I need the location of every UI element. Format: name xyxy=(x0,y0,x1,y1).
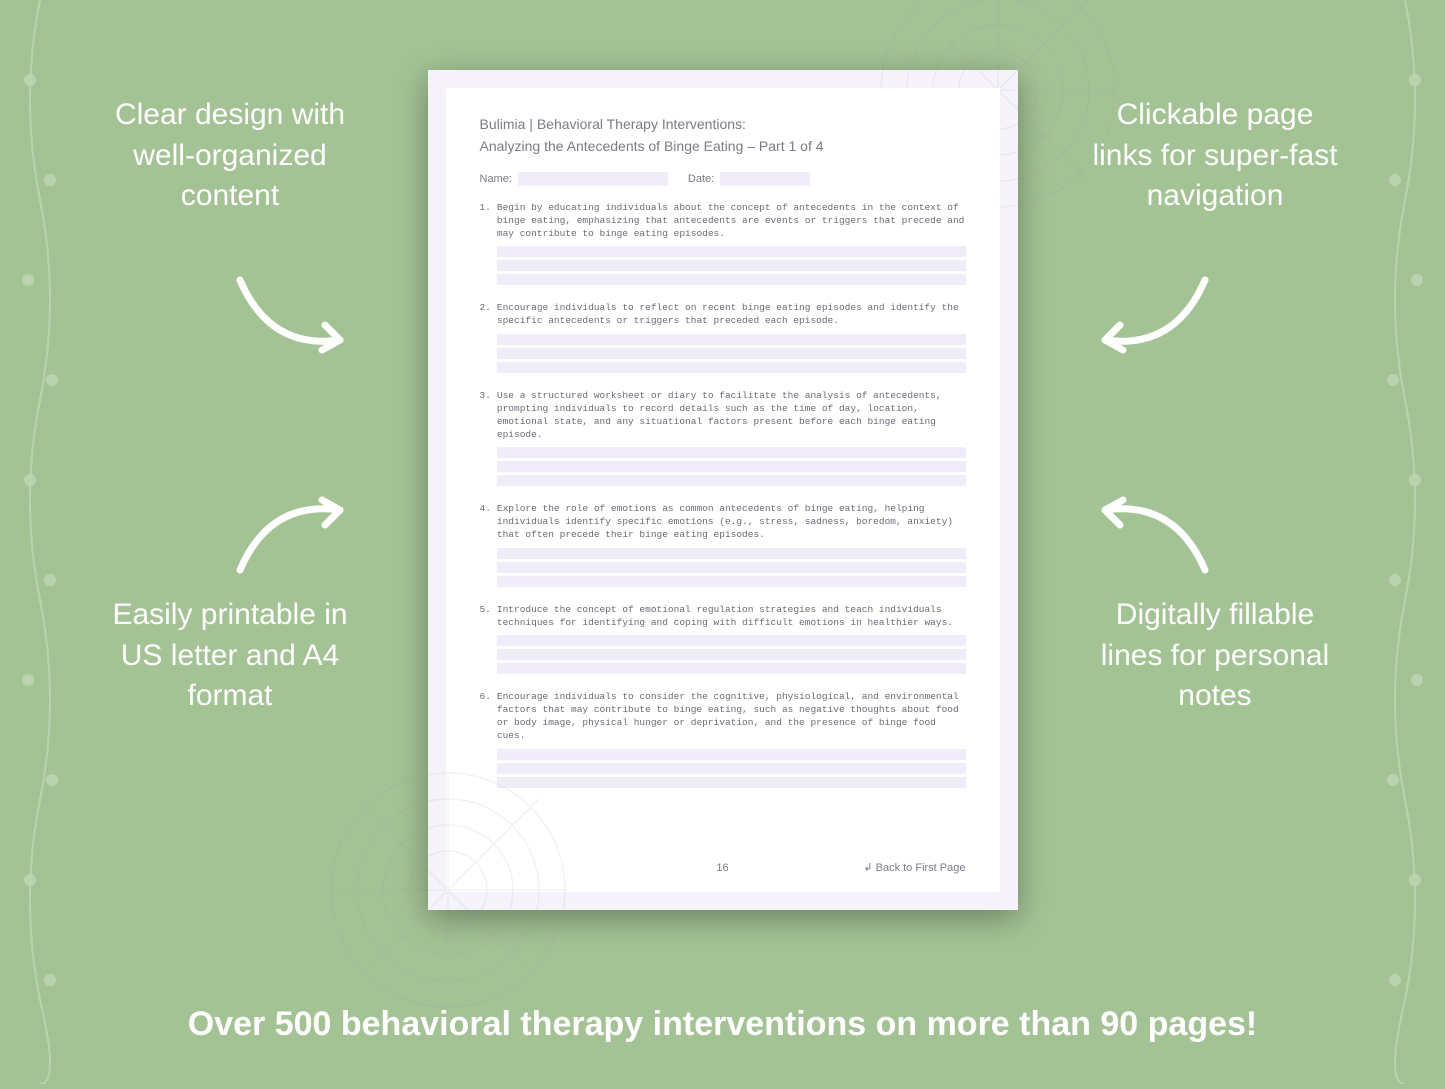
date-label: Date: xyxy=(688,173,714,185)
page-footer: 16 ↲ Back to First Page xyxy=(480,853,966,874)
item-number: 3. xyxy=(480,390,491,489)
worksheet-item: 1.Begin by educating individuals about t… xyxy=(480,202,966,288)
fillable-line[interactable] xyxy=(497,246,966,257)
document-page: Bulimia | Behavioral Therapy Interventio… xyxy=(428,70,1018,910)
item-text: Encourage individuals to consider the co… xyxy=(497,691,966,742)
callout-top-right: Clickable page links for super-fast navi… xyxy=(1085,95,1345,217)
name-input-line[interactable] xyxy=(518,172,668,186)
fillable-lines[interactable] xyxy=(497,548,966,587)
date-input-line[interactable] xyxy=(720,172,810,186)
worksheet-item: 2.Encourage individuals to reflect on re… xyxy=(480,302,966,376)
name-field[interactable]: Name: xyxy=(480,172,668,186)
item-body: Encourage individuals to reflect on rece… xyxy=(497,302,966,376)
worksheet-item: 6.Encourage individuals to consider the … xyxy=(480,691,966,790)
fillable-line[interactable] xyxy=(497,749,966,760)
arrow-top-right xyxy=(1085,270,1215,370)
arrow-bottom-right xyxy=(1085,480,1215,580)
fillable-line[interactable] xyxy=(497,635,966,646)
item-text: Encourage individuals to reflect on rece… xyxy=(497,302,966,328)
fillable-lines[interactable] xyxy=(497,246,966,285)
fillable-line[interactable] xyxy=(497,649,966,660)
item-body: Explore the role of emotions as common a… xyxy=(497,503,966,589)
worksheet-item: 3.Use a structured worksheet or diary to… xyxy=(480,390,966,489)
fillable-lines[interactable] xyxy=(497,447,966,486)
fillable-line[interactable] xyxy=(497,663,966,674)
item-number: 4. xyxy=(480,503,491,589)
name-date-row: Name: Date: xyxy=(480,172,966,186)
item-body: Encourage individuals to consider the co… xyxy=(497,691,966,790)
page-inner: Bulimia | Behavioral Therapy Interventio… xyxy=(446,88,1000,892)
vine-decoration-left xyxy=(0,0,80,1084)
worksheet-item: 4.Explore the role of emotions as common… xyxy=(480,503,966,589)
item-number: 5. xyxy=(480,604,491,678)
back-to-first-link[interactable]: ↲ Back to First Page xyxy=(846,861,966,874)
fillable-lines[interactable] xyxy=(497,334,966,373)
vine-decoration-right xyxy=(1365,0,1445,1084)
fillable-line[interactable] xyxy=(497,447,966,458)
fillable-line[interactable] xyxy=(497,475,966,486)
item-number: 6. xyxy=(480,691,491,790)
callout-bottom-right: Digitally fillable lines for personal no… xyxy=(1085,595,1345,717)
items-list: 1.Begin by educating individuals about t… xyxy=(480,202,966,853)
fillable-line[interactable] xyxy=(497,260,966,271)
date-field[interactable]: Date: xyxy=(688,172,810,186)
fillable-line[interactable] xyxy=(497,777,966,788)
fillable-line[interactable] xyxy=(497,274,966,285)
page-number: 16 xyxy=(600,862,846,874)
callout-top-left: Clear design with well-organized content xyxy=(100,95,360,217)
fillable-line[interactable] xyxy=(497,461,966,472)
document-subtitle: Analyzing the Antecedents of Binge Eatin… xyxy=(480,138,966,154)
fillable-line[interactable] xyxy=(497,576,966,587)
item-text: Explore the role of emotions as common a… xyxy=(497,503,966,541)
fillable-line[interactable] xyxy=(497,362,966,373)
fillable-lines[interactable] xyxy=(497,749,966,788)
item-body: Begin by educating individuals about the… xyxy=(497,202,966,288)
arrow-top-left xyxy=(230,270,360,370)
item-body: Use a structured worksheet or diary to f… xyxy=(497,390,966,489)
fillable-line[interactable] xyxy=(497,562,966,573)
callout-bottom-left: Easily printable in US letter and A4 for… xyxy=(100,595,360,717)
bottom-banner: Over 500 behavioral therapy intervention… xyxy=(0,1005,1445,1044)
fillable-line[interactable] xyxy=(497,548,966,559)
arrow-bottom-left xyxy=(230,480,360,580)
name-label: Name: xyxy=(480,173,512,185)
item-number: 2. xyxy=(480,302,491,376)
fillable-line[interactable] xyxy=(497,763,966,774)
item-text: Introduce the concept of emotional regul… xyxy=(497,604,966,630)
fillable-lines[interactable] xyxy=(497,635,966,674)
fillable-line[interactable] xyxy=(497,334,966,345)
item-body: Introduce the concept of emotional regul… xyxy=(497,604,966,678)
document-title: Bulimia | Behavioral Therapy Interventio… xyxy=(480,116,966,132)
item-text: Use a structured worksheet or diary to f… xyxy=(497,390,966,441)
item-number: 1. xyxy=(480,202,491,288)
item-text: Begin by educating individuals about the… xyxy=(497,202,966,240)
worksheet-item: 5.Introduce the concept of emotional reg… xyxy=(480,604,966,678)
fillable-line[interactable] xyxy=(497,348,966,359)
